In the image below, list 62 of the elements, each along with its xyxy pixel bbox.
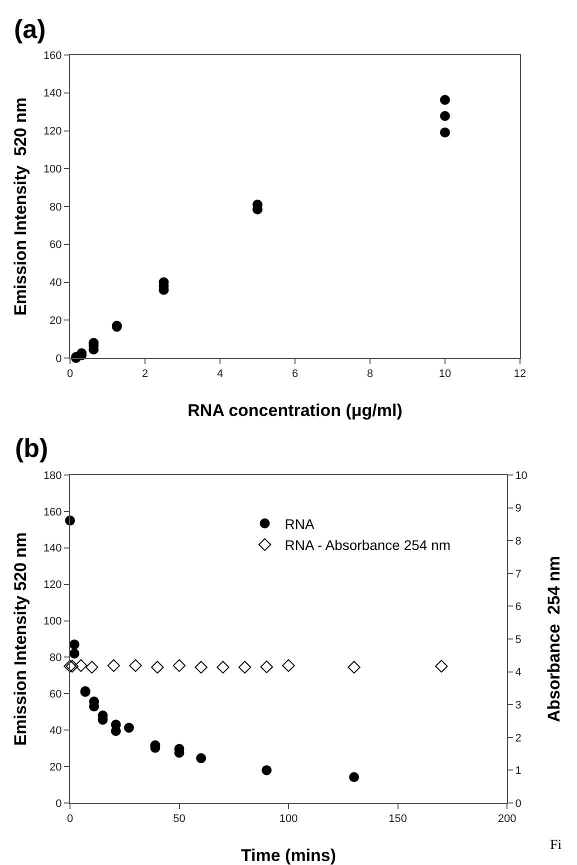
y-tick-label: 100 <box>43 163 62 176</box>
y-tick-label: 20 <box>50 314 62 327</box>
x-tick-label: 6 <box>292 368 298 380</box>
y-axis-title: Emission Intensity 520 nm <box>11 532 30 746</box>
point <box>124 722 134 733</box>
y-tick-label: 80 <box>50 652 62 664</box>
y-tick-label: 60 <box>50 239 62 252</box>
point <box>262 765 272 776</box>
point <box>196 753 206 764</box>
x-tick-label: 10 <box>438 368 452 380</box>
x-tick-label: 8 <box>366 368 374 380</box>
x-tick-label: 4 <box>216 368 224 380</box>
y-tick-label: 140 <box>43 542 62 555</box>
y2-tick-label: 6 <box>515 601 522 614</box>
text: Fi <box>550 838 562 853</box>
y-tick-label: 120 <box>43 126 62 138</box>
x-tick-label: 100 <box>279 813 298 826</box>
y-tick-label: 40 <box>50 277 62 290</box>
chart-title: (b) <box>15 433 48 463</box>
x-axis-title: Time (mins) <box>240 846 336 865</box>
x-tick-label: 200 <box>498 813 516 826</box>
chart-title: (a) <box>14 14 46 44</box>
y-tick-label: 160 <box>43 506 62 518</box>
legend-label: RNA <box>284 516 316 532</box>
y2-tick-label: 3 <box>515 699 522 712</box>
x-tick-label: 2 <box>142 368 148 380</box>
x-tick-label: 0 <box>66 368 74 380</box>
legend-label: RNA - Absorbance 254 nm <box>284 537 451 554</box>
y-tick-label: 40 <box>50 724 62 737</box>
point <box>69 639 80 650</box>
point <box>440 127 450 138</box>
y-tick-label: 0 <box>56 352 62 365</box>
y-tick-label: 80 <box>50 201 62 214</box>
y2-tick-label: 9 <box>515 502 522 515</box>
point <box>440 110 450 121</box>
y-tick-label: 140 <box>43 88 62 100</box>
y-tick-label: 100 <box>43 616 62 628</box>
point <box>440 94 450 105</box>
y-tick-label: 0 <box>56 798 62 810</box>
point <box>349 772 360 782</box>
y2-tick-label: 7 <box>515 568 522 580</box>
y2-tick-label: 8 <box>515 535 522 548</box>
y2-tick-label: 4 <box>515 666 522 679</box>
y-tick-label: 20 <box>50 761 62 774</box>
point <box>69 648 80 659</box>
y2-tick-label: 2 <box>515 732 522 744</box>
x-tick-label: 150 <box>388 813 407 826</box>
y2-axis-title: Absorbance 254 nm <box>544 556 564 722</box>
x-tick-label: 12 <box>514 368 526 380</box>
y-tick-label: 160 <box>43 50 62 62</box>
x-tick-label: 0 <box>66 813 74 826</box>
point <box>110 726 121 736</box>
y-tick-label: 180 <box>43 470 62 482</box>
y-tick-label: 120 <box>43 579 62 592</box>
x-axis-title: RNA concentration (μg/ml) <box>188 401 402 420</box>
y-axis-title: Emission Intensity 520 nm <box>11 97 30 316</box>
y2-tick-label: 1 <box>515 765 522 778</box>
y-tick-label: 60 <box>50 688 62 701</box>
y2-tick-label: 5 <box>515 634 522 646</box>
y2-tick-label: 0 <box>515 798 522 810</box>
x-tick-label: 50 <box>173 813 186 826</box>
y2-tick-label: 10 <box>515 470 528 482</box>
